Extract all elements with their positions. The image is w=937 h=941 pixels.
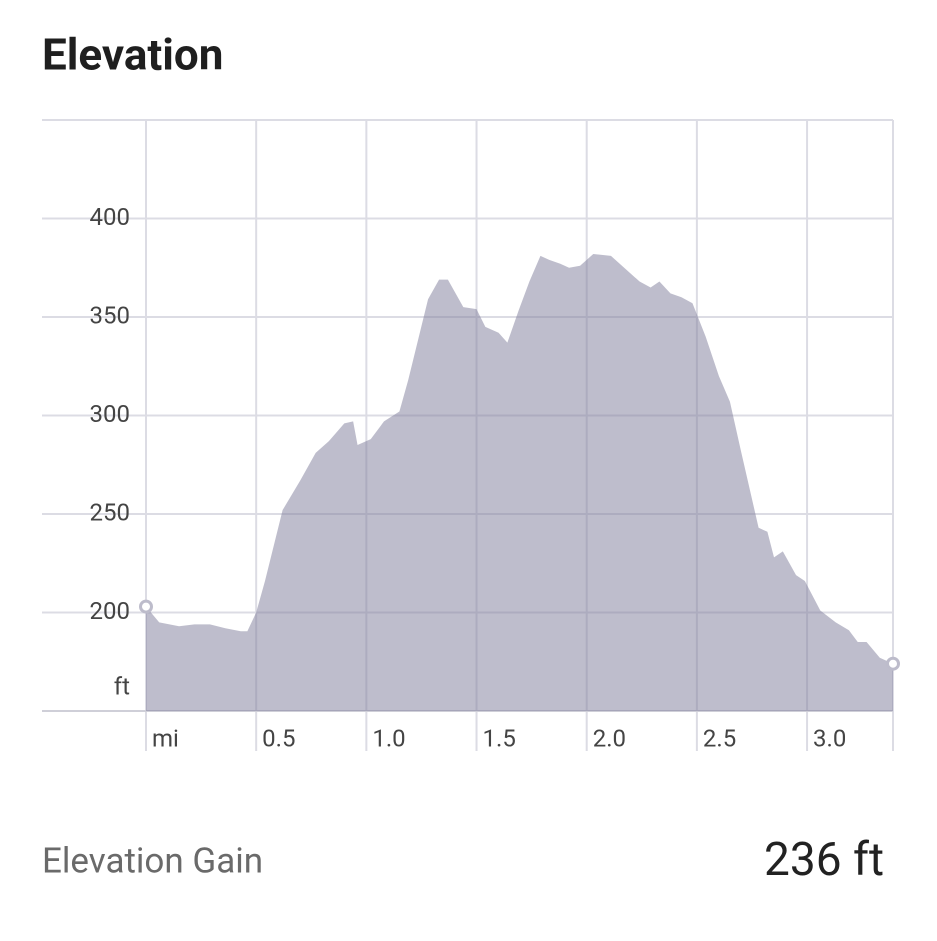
- end-marker: [139, 599, 153, 614]
- summary-label: Elevation Gain: [42, 840, 263, 881]
- summary-value: 236 ft: [764, 833, 884, 887]
- y-tick-label: 250: [90, 498, 130, 526]
- x-tick-label: 0.5: [262, 724, 295, 752]
- y-tick-label: 300: [90, 400, 130, 428]
- end-marker: [886, 656, 900, 671]
- y-tick-label: 350: [90, 301, 130, 329]
- elevation-area: [146, 253, 893, 711]
- y-tick-label: 200: [90, 597, 130, 625]
- x-tick-label: 1.5: [483, 724, 516, 752]
- x-tick-label: 2.0: [593, 724, 626, 752]
- x-tick-label: 1.0: [372, 724, 405, 752]
- chart-title: Elevation: [42, 29, 223, 81]
- x-tick-label: mi: [152, 724, 179, 752]
- x-tick-label: 3.0: [813, 724, 846, 752]
- y-axis-label: ft: [114, 672, 130, 700]
- y-tick-label: 400: [90, 203, 130, 231]
- x-tick-label: 2.5: [703, 724, 736, 752]
